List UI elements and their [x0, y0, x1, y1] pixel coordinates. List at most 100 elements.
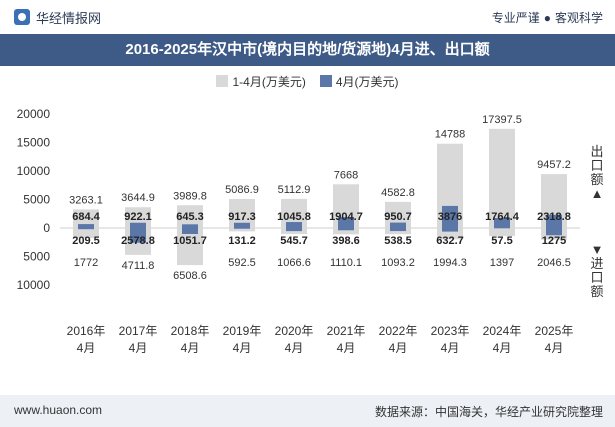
- top-bar: 华经情报网 专业严谨 ● 客观科学: [0, 0, 615, 35]
- bar-monthly-import: [130, 228, 146, 243]
- data-label-cumulative-export: 3989.8: [173, 190, 207, 202]
- down-triangle-icon: ▼: [590, 242, 604, 257]
- data-label-monthly-import: 545.7: [280, 235, 308, 247]
- import-label-char-1: 进: [590, 256, 604, 271]
- huajing-logo-icon: [14, 9, 30, 25]
- x-tick-label-year: 2023年: [431, 324, 470, 338]
- export-axis-label: 出 口 额 ▲: [588, 145, 606, 201]
- data-label-cumulative-import: 1066.6: [277, 257, 311, 269]
- export-label-char-2: 口: [590, 158, 604, 173]
- data-label-cumulative-import: 592.5: [228, 257, 256, 269]
- data-label-cumulative-import: 1397: [490, 257, 514, 269]
- y-tick-label: 5000: [23, 193, 50, 207]
- legend-label-cumulative: 1-4月(万美元): [232, 74, 306, 89]
- data-label-cumulative-export: 14788: [435, 129, 466, 141]
- bar-cumulative-import: [437, 228, 463, 240]
- data-label-monthly-export: 684.4: [72, 211, 100, 223]
- data-label-monthly-export: 922.1: [124, 211, 152, 223]
- data-label-monthly-export: 950.7: [384, 211, 412, 223]
- x-tick-label-year: 2019年: [223, 324, 262, 338]
- data-label-monthly-import: 209.5: [72, 235, 100, 247]
- bar-cumulative-import: [333, 228, 359, 235]
- x-tick-label-year: 2018年: [171, 324, 210, 338]
- bar-monthly-import: [182, 228, 198, 234]
- import-label-char-2: 口: [590, 270, 604, 285]
- data-label-cumulative-export: 17397.5: [482, 114, 522, 126]
- bar-cumulative-import: [385, 228, 411, 235]
- bar-monthly-export: [130, 222, 146, 228]
- y-tick-label: 10000: [17, 278, 51, 292]
- data-label-cumulative-export: 5086.9: [225, 184, 259, 196]
- data-label-cumulative-import: 1093.2: [381, 257, 415, 269]
- bullet-dot-icon: ●: [543, 11, 551, 25]
- bar-monthly-import: [338, 228, 354, 231]
- bar-monthly-import: [78, 228, 94, 230]
- bar-monthly-import: [234, 228, 250, 229]
- footer-source: 数据来源：中国海关，华经产业研究院整理: [374, 405, 603, 419]
- data-label-monthly-import: 538.5: [384, 235, 412, 247]
- x-tick-label-month: 4月: [77, 341, 96, 355]
- y-tick-label: 5000: [23, 250, 50, 264]
- bar-cumulative-export: [73, 209, 99, 228]
- x-tick-label-month: 4月: [233, 341, 252, 355]
- data-label-monthly-import: 398.6: [332, 235, 360, 247]
- data-label-monthly-export: 1904.7: [329, 211, 363, 223]
- chart-title: 2016-2025年汉中市(境内目的地/货源地)4月进、出口额: [0, 34, 615, 66]
- bar-monthly-import: [442, 228, 458, 232]
- data-label-monthly-export: 917.3: [228, 211, 256, 223]
- y-tick-label: 10000: [17, 164, 51, 178]
- data-label-monthly-import: 1051.7: [173, 235, 207, 247]
- data-label-monthly-export: 1045.8: [277, 211, 311, 223]
- data-label-monthly-export: 1764.4: [485, 211, 520, 223]
- bar-cumulative-import: [229, 228, 255, 232]
- data-label-monthly-import: 131.2: [228, 235, 256, 247]
- data-label-monthly-import: 632.7: [436, 235, 464, 247]
- data-label-monthly-import: 2578.8: [121, 235, 155, 247]
- bar-monthly-export: [546, 214, 562, 228]
- x-tick-label-month: 4月: [337, 341, 356, 355]
- data-label-cumulative-import: 2046.5: [537, 257, 571, 269]
- bar-monthly-export: [78, 224, 94, 228]
- x-tick-label-month: 4月: [129, 341, 148, 355]
- up-triangle-icon: ▲: [590, 186, 604, 201]
- x-tick-label-year: 2017年: [119, 324, 158, 338]
- data-label-cumulative-export: 3644.9: [121, 192, 155, 204]
- x-tick-label-month: 4月: [285, 341, 304, 355]
- data-label-monthly-import: 57.5: [491, 235, 512, 247]
- slogan-left: 专业严谨: [491, 11, 540, 25]
- data-label-cumulative-export: 7668: [334, 169, 358, 181]
- y-tick-label: 20000: [17, 107, 51, 121]
- bar-monthly-export: [182, 224, 198, 228]
- y-tick-label: 0: [43, 221, 50, 235]
- x-tick-label-month: 4月: [181, 341, 200, 355]
- data-label-cumulative-export: 4582.8: [381, 187, 415, 199]
- x-tick-label-year: 2020年: [275, 324, 314, 338]
- chart-legend: 1-4月(万美元) 4月(万美元): [0, 71, 615, 91]
- data-label-cumulative-import: 1110.1: [330, 257, 362, 269]
- data-label-cumulative-import: 4711.8: [122, 260, 155, 272]
- slogan: 专业严谨 ● 客观科学: [492, 9, 603, 26]
- bar-monthly-import: [390, 228, 406, 232]
- x-tick-label-month: 4月: [545, 341, 564, 355]
- x-tick-label-year: 2021年: [327, 324, 366, 338]
- legend-swatch-monthly: [319, 75, 332, 87]
- export-label-char-3: 额: [590, 172, 604, 187]
- bar-cumulative-import: [489, 228, 515, 236]
- footer-bar: www.huaon.com 数据来源：中国海关，华经产业研究院整理: [0, 395, 615, 427]
- data-label-cumulative-export: 3263.1: [69, 194, 103, 206]
- data-label-cumulative-import: 1772: [74, 257, 98, 269]
- data-label-cumulative-export: 5112.9: [278, 184, 311, 196]
- bar-monthly-import: [546, 228, 562, 236]
- bar-cumulative-export: [489, 128, 515, 228]
- data-label-cumulative-import: 1994.3: [433, 257, 467, 269]
- export-label-char-1: 出: [590, 144, 604, 159]
- footer-website: www.huaon.com: [14, 403, 103, 417]
- x-tick-label-month: 4月: [389, 341, 408, 355]
- bar-monthly-export: [390, 222, 406, 228]
- bar-cumulative-export: [177, 205, 203, 228]
- bar-monthly-export: [286, 222, 302, 228]
- bar-monthly-export: [234, 222, 250, 228]
- data-label-cumulative-export: 9457.2: [537, 159, 571, 171]
- bar-cumulative-import: [177, 228, 203, 266]
- bar-monthly-export: [494, 217, 510, 228]
